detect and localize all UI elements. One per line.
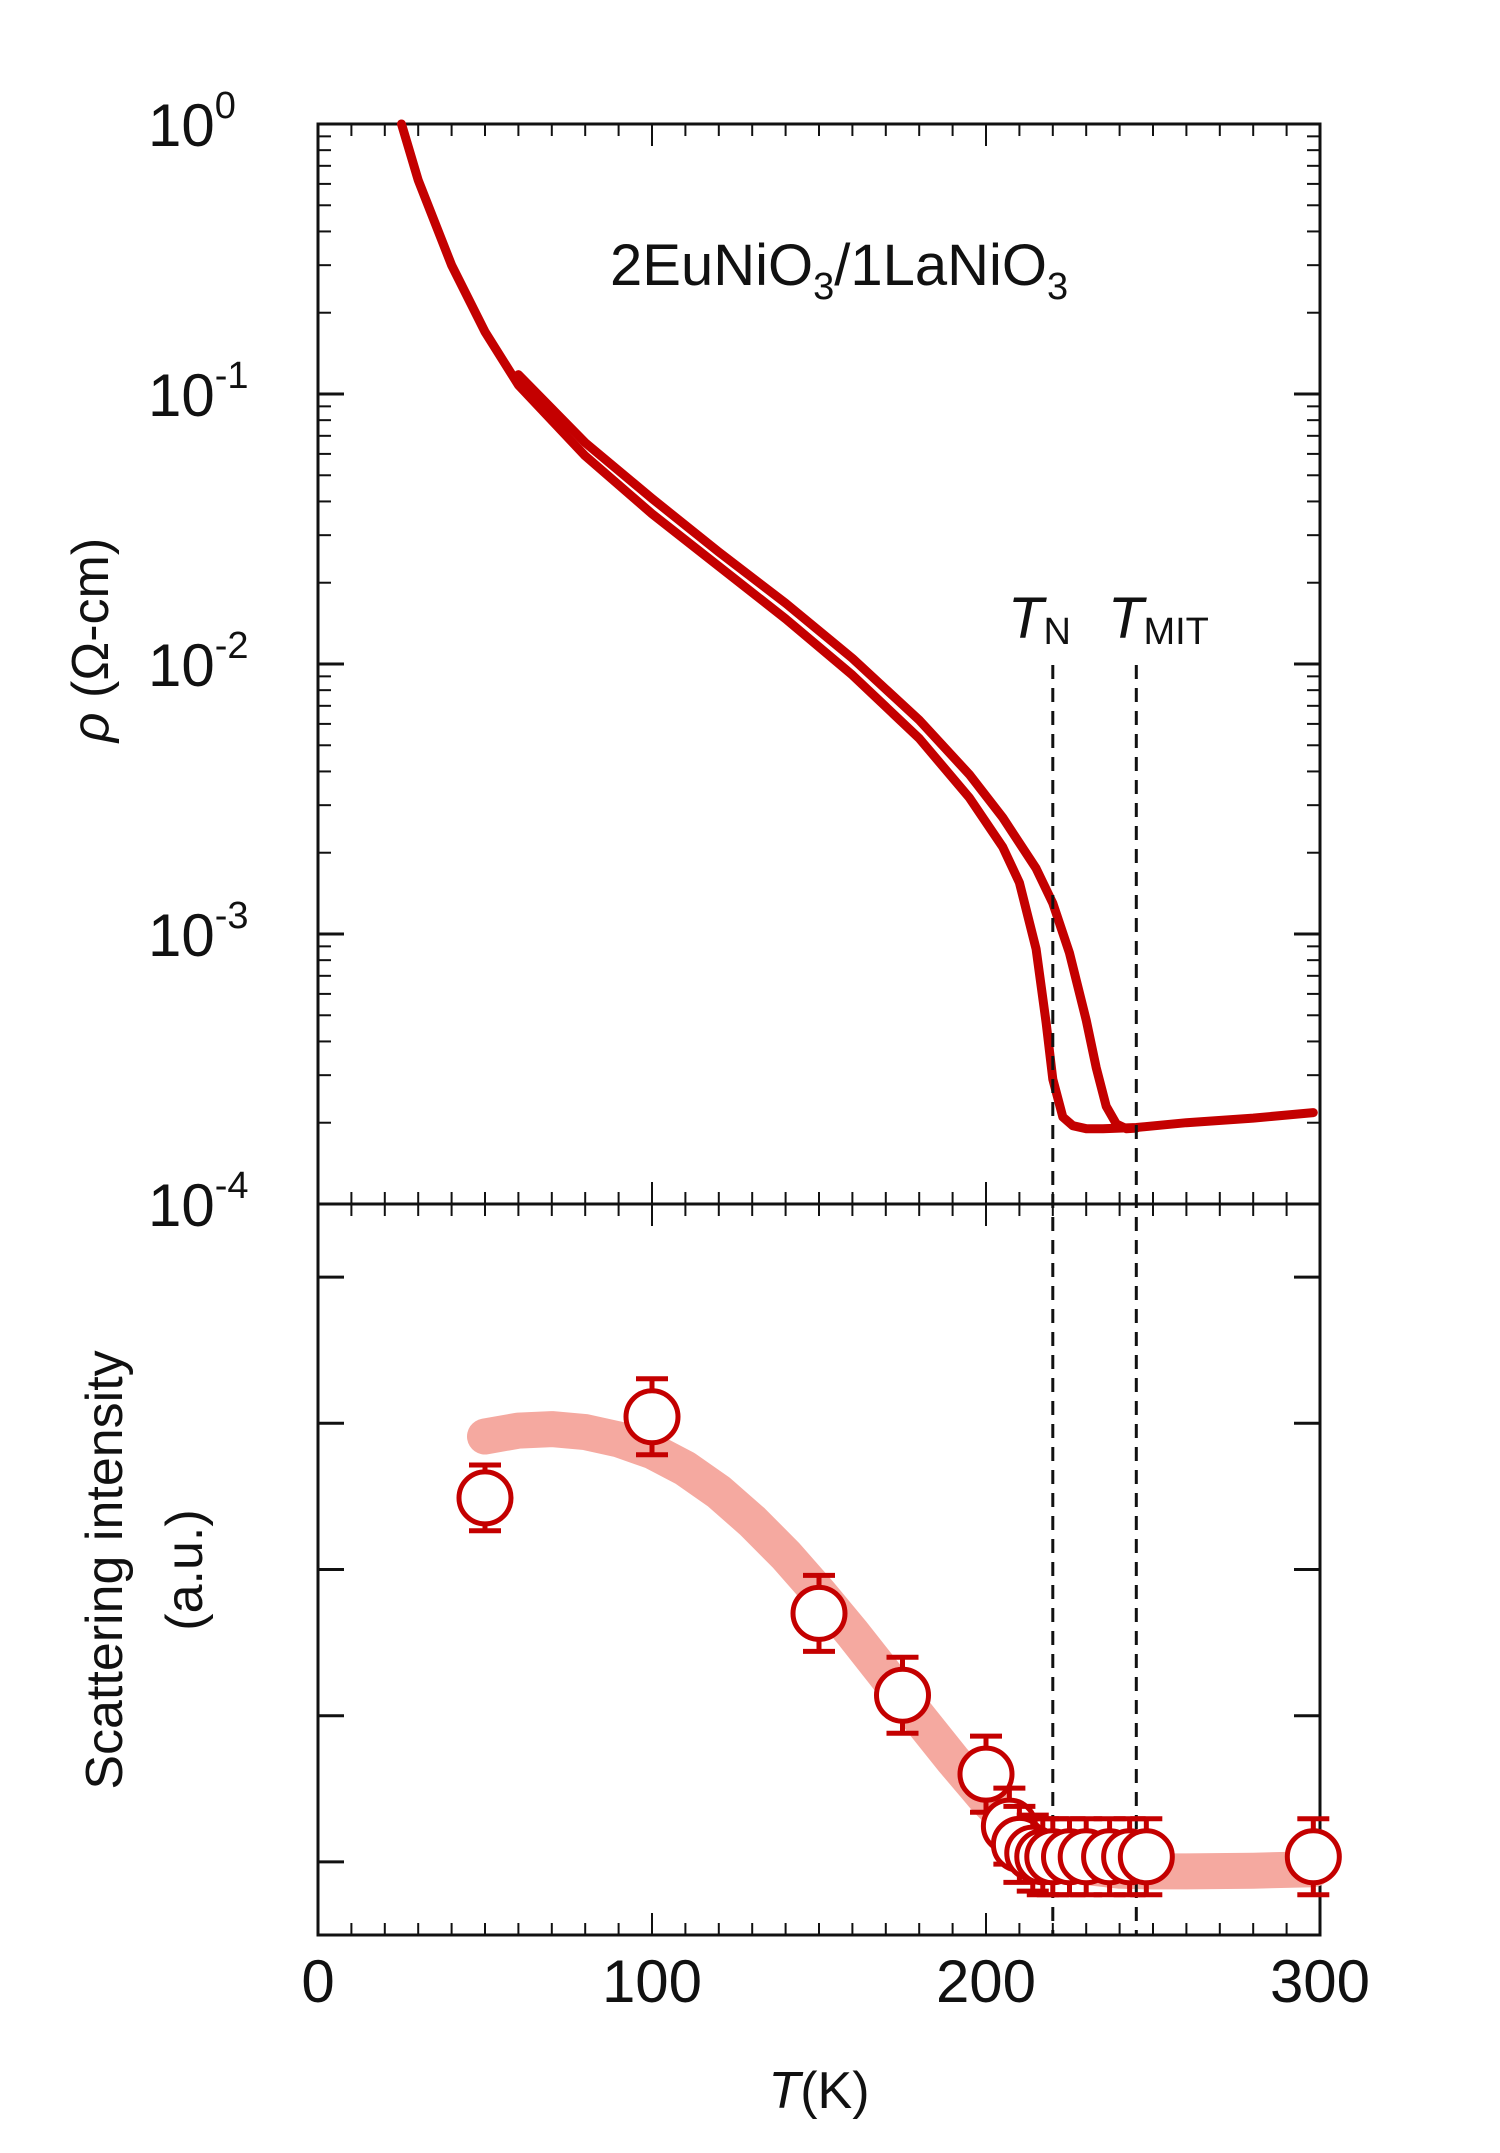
top-y-axis-title: ρ (Ω-cm) [62, 538, 120, 744]
data-point [790, 1584, 848, 1642]
resistivity-curve [513, 370, 1141, 1134]
tmit-label: TMIT [1108, 586, 1209, 653]
sample-annotation: 2EuNiO3/1LaNiO3 [610, 233, 1068, 308]
data-point [1117, 1828, 1175, 1886]
x-tick-label: 0 [301, 1948, 334, 2015]
y-tick-label: 10-2 [148, 625, 249, 699]
x-tick-label: 300 [1270, 1948, 1370, 2015]
x-tick-label: 200 [936, 1948, 1036, 2015]
resistivity-curve [397, 119, 1318, 1134]
data-point [1284, 1828, 1342, 1886]
x-tick-label: 100 [602, 1948, 702, 2015]
x-tick-labels: 0 100 200 300 [301, 1948, 1370, 2015]
reference-lines [1051, 665, 1138, 1935]
top-axis-ticks [317, 122, 1321, 1206]
data-point [456, 1469, 514, 1527]
y-tick-label: 10-1 [148, 355, 249, 429]
y-tick-label: 10-3 [148, 895, 249, 969]
resistivity-curves [397, 119, 1318, 1134]
scatter-points [456, 1376, 1342, 1898]
tn-label: TN [1008, 586, 1071, 653]
guide-curve [467, 1411, 1332, 1890]
bottom-axis-ticks [317, 1204, 1321, 1935]
y-tick-labels: 100 10-1 10-2 10-3 10-4 [148, 85, 249, 1239]
bottom-y-axis-title: Scattering intensity [76, 1350, 134, 1789]
x-axis-title: T(K) [768, 2062, 869, 2120]
data-point [623, 1388, 681, 1446]
data-point [874, 1666, 931, 1724]
data-point [957, 1745, 1015, 1803]
y-tick-label: 100 [148, 85, 236, 159]
y-tick-label: 10-4 [148, 1165, 249, 1239]
bottom-y-axis-units: (a.u.) [156, 1509, 214, 1630]
